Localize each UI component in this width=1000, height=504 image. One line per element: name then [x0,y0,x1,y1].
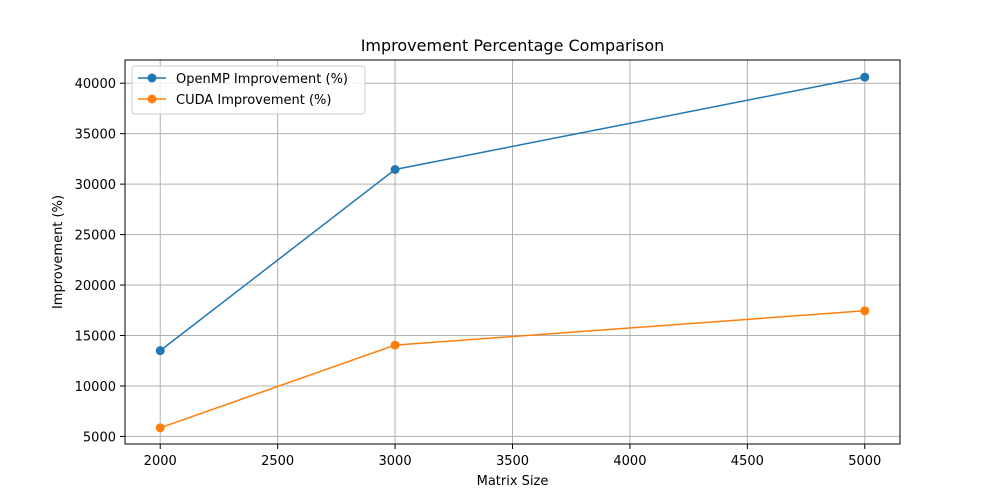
ticks: 2000 2500 3000 3500 4000 4500 5000 5000 10000 150… [75,77,882,469]
legend-label-openmp: OpenMP Improvement (%) [176,72,348,87]
x-tick-label-3000: 3000 [379,454,412,469]
y-tick-label-35000: 35000 [75,128,116,143]
y-axis-label: Improvement (%) [51,195,66,309]
y-tick-label-40000: 40000 [75,77,116,92]
y-tick-label-30000: 30000 [75,178,116,193]
legend-box [131,65,366,115]
data-point-openmp-improvement-3000 [390,164,400,174]
x-axis-label: Matrix Size [477,474,549,489]
y-tick-label-10000: 10000 [75,380,116,395]
legend-marker-openmp [147,73,157,83]
legend: OpenMP Improvement (%) CUDA Improvement … [131,65,366,115]
chart-title: Improvement Percentage Comparison [361,36,665,55]
y-tick-label-20000: 20000 [75,279,116,294]
x-tick-label-2000: 2000 [144,454,177,469]
y-tick-label-15000: 15000 [75,330,116,345]
data-point-openmp-improvement-2000 [155,346,165,356]
series-layer [155,72,870,433]
grid [125,60,900,444]
x-tick-label-5000: 5000 [848,454,881,469]
data-point-cuda-improvement-3000 [390,340,400,350]
data-point-cuda-improvement-2000 [155,423,165,433]
data-point-openmp-improvement-5000 [860,72,870,82]
x-tick-label-4500: 4500 [731,454,764,469]
x-tick-label-4000: 4000 [613,454,646,469]
x-tick-label-3500: 3500 [496,454,529,469]
x-tick-label-2500: 2500 [261,454,294,469]
y-tick-label-25000: 25000 [75,229,116,244]
legend-marker-cuda [147,94,157,104]
data-point-cuda-improvement-5000 [860,306,870,316]
y-tick-label-5000: 5000 [83,430,116,445]
legend-label-cuda: CUDA Improvement (%) [176,93,331,108]
